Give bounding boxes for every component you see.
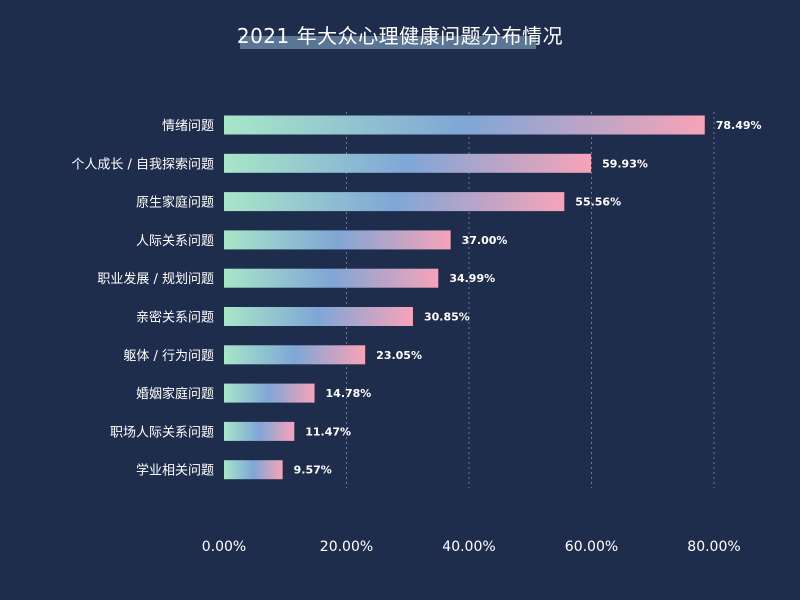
category-label: 亲密关系问题 bbox=[136, 310, 214, 326]
value-label: 59.93% bbox=[602, 157, 648, 170]
bar bbox=[224, 153, 592, 173]
labels-layer: 情绪问题 78.49% 个人成长 / 自我探索问题 59.93% 原生家庭问题 55.56… bbox=[71, 119, 761, 479]
value-label: 11.47% bbox=[305, 425, 351, 438]
bar bbox=[224, 230, 451, 250]
bar bbox=[224, 307, 413, 326]
x-axis: 0.00% 20.00% 40.00% 60.00% 80.00% bbox=[202, 539, 741, 555]
category-label: 职业发展 / 规划问题 bbox=[97, 271, 214, 287]
value-label: 30.85% bbox=[424, 311, 470, 324]
x-tick-label: 60.00% bbox=[565, 539, 618, 555]
x-tick-label: 0.00% bbox=[202, 539, 246, 555]
chart-title: 2021 年大众心理健康问题分布情况 bbox=[236, 24, 564, 48]
bars-layer bbox=[224, 115, 705, 480]
value-label: 78.49% bbox=[716, 119, 762, 132]
bar bbox=[224, 460, 283, 480]
bar bbox=[224, 345, 366, 365]
value-label: 55.56% bbox=[575, 196, 621, 209]
category-label: 个人成长 / 自我探索问题 bbox=[71, 157, 214, 172]
x-tick-label: 80.00% bbox=[687, 539, 740, 555]
bar bbox=[224, 421, 295, 441]
value-label: 23.05% bbox=[376, 349, 422, 362]
value-label: 37.00% bbox=[462, 234, 508, 247]
category-label: 职场人际关系问题 bbox=[110, 425, 214, 440]
category-label: 学业相关问题 bbox=[136, 463, 214, 479]
bar bbox=[224, 192, 565, 212]
bar bbox=[224, 115, 705, 135]
title-highlight bbox=[240, 36, 536, 49]
category-label: 情绪问题 bbox=[162, 119, 214, 134]
value-label: 9.57% bbox=[294, 464, 332, 477]
category-label: 原生家庭问题 bbox=[136, 195, 214, 211]
bar bbox=[224, 268, 439, 288]
value-label: 14.78% bbox=[326, 387, 372, 400]
category-label: 婚姻家庭问题 bbox=[136, 386, 214, 402]
x-tick-label: 40.00% bbox=[442, 539, 495, 555]
value-label: 34.99% bbox=[449, 272, 495, 285]
x-tick-label: 20.00% bbox=[320, 539, 373, 555]
category-label: 人际关系问题 bbox=[136, 234, 214, 249]
bar bbox=[224, 383, 315, 403]
category-label: 躯体 / 行为问题 bbox=[123, 348, 214, 364]
